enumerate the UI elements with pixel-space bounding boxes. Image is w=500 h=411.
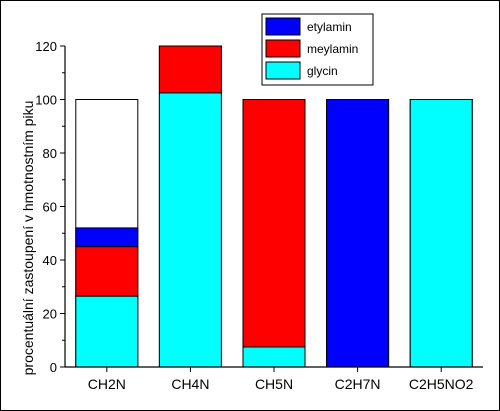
bar-meylamin-CH4N: [158, 45, 222, 94]
y-tick-label-0: 0: [50, 360, 57, 375]
bar-meylamin-CH2N: [75, 246, 139, 297]
legend-label-meylamin: meylamin: [307, 42, 358, 56]
legend-swatch-meylamin: [265, 39, 301, 58]
y-tick-label-100: 100: [35, 93, 57, 108]
x-tick-label-C2H5NO2: C2H5NO2: [409, 376, 474, 392]
bar-meylamin-CH5N: [242, 99, 306, 348]
legend: etylamin meylamin glycin: [261, 13, 374, 86]
legend-label-glycin: glycin: [307, 64, 338, 78]
bar-glycin-CH2N: [75, 295, 139, 368]
x-tick-label-CH5N: CH5N: [255, 376, 293, 392]
bar-glycin-CH4N: [158, 92, 222, 368]
y-tick-label-80: 80: [43, 146, 57, 161]
y-axis-label: procentuální zastoupení v hmotnostním pi…: [20, 101, 36, 376]
bar-etylamin-CH2N: [75, 227, 139, 248]
bar-glycin-CH5N: [242, 346, 306, 368]
x-tick-label-C2H7N: C2H7N: [335, 376, 381, 392]
y-tick-label-120: 120: [35, 39, 57, 54]
legend-swatch-etylamin: [265, 17, 301, 36]
y-tick-label-20: 20: [43, 307, 57, 322]
legend-swatch-glycin: [265, 61, 301, 80]
legend-label-etylamin: etylamin: [307, 20, 352, 34]
y-tick-label-60: 60: [43, 200, 57, 215]
bar-etylamin-C2H7N: [326, 99, 390, 368]
axes-layer: 0 20 40 60 80 100 120 CH2N CH4N CH5N C2H7N C2H5NO2: [35, 39, 483, 392]
y-tick-label-40: 40: [43, 253, 57, 268]
bar-glycin-C2H5NO2: [409, 99, 473, 368]
x-tick-label-CH4N: CH4N: [171, 376, 209, 392]
x-tick-label-CH2N: CH2N: [88, 376, 126, 392]
bars-layer: [75, 45, 473, 368]
